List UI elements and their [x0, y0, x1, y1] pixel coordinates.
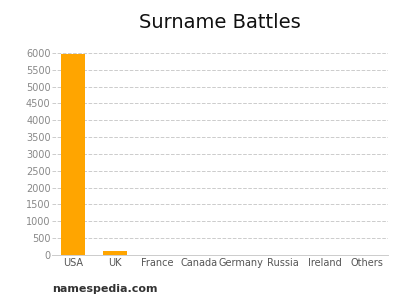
Text: namespedia.com: namespedia.com [52, 284, 158, 294]
Bar [62, 53, 84, 255]
Bar [104, 251, 126, 255]
Title: Surname Battles: Surname Battles [139, 13, 301, 32]
